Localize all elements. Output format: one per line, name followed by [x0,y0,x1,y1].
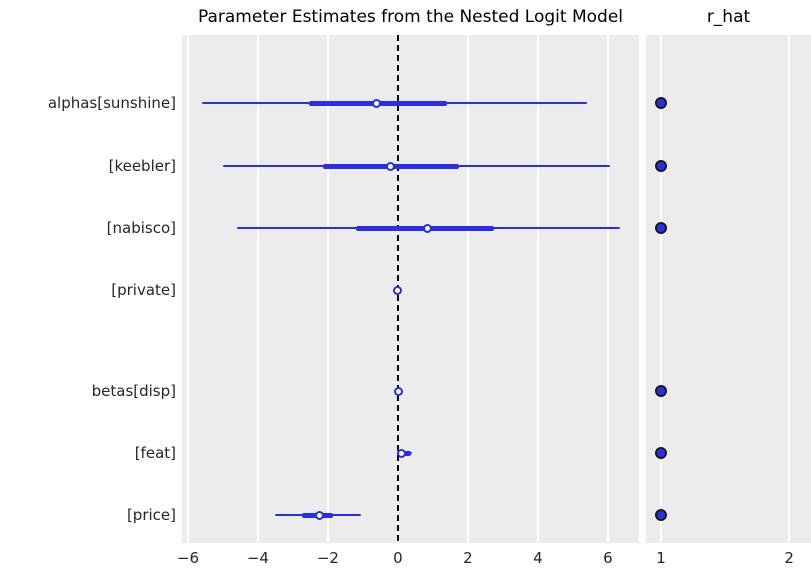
median-point [386,161,396,171]
median-point [423,223,433,233]
x-tick-label: −2 [316,549,339,567]
x-tick-label: 1 [656,549,666,567]
x-tick-label: −4 [246,549,269,567]
y-axis-label: [keebler] [108,157,176,175]
x-tick-label: 4 [533,549,543,567]
median-point [314,510,324,520]
median-point [396,448,406,458]
rhat-point [655,509,667,521]
x-tick-label: 2 [463,549,473,567]
rhat-panel [646,35,811,543]
median-point [394,386,404,396]
gridline [606,35,609,543]
forest-panel [182,35,639,543]
rhat-point [655,447,667,459]
rhat-point [655,97,667,109]
y-axis-label: [nabisco] [106,219,176,237]
gridline [186,35,189,543]
x-tick-label: −6 [176,549,199,567]
gridline [660,35,662,543]
gridline [788,35,791,543]
main-plot-title: Parameter Estimates from the Nested Logi… [197,7,624,27]
rhat-point [655,160,667,172]
rhat-panel-title: r_hat [706,7,751,27]
y-axis-label: betas[disp] [91,382,176,400]
x-tick-label: 0 [393,549,403,567]
rhat-point [655,385,667,397]
y-axis-label: [private] [111,281,176,299]
median-point [372,98,382,108]
gridline [536,35,539,543]
y-axis-label: [feat] [134,444,176,462]
rhat-point [655,222,667,234]
median-point [393,285,403,295]
x-tick-label: 2 [784,549,794,567]
x-tick-label: 6 [603,549,613,567]
gridline [466,35,469,543]
gridline [326,35,329,543]
y-axis-label: [price] [126,506,176,524]
y-axis-label: alphas[sunshine] [47,94,176,112]
gridline [256,35,259,543]
